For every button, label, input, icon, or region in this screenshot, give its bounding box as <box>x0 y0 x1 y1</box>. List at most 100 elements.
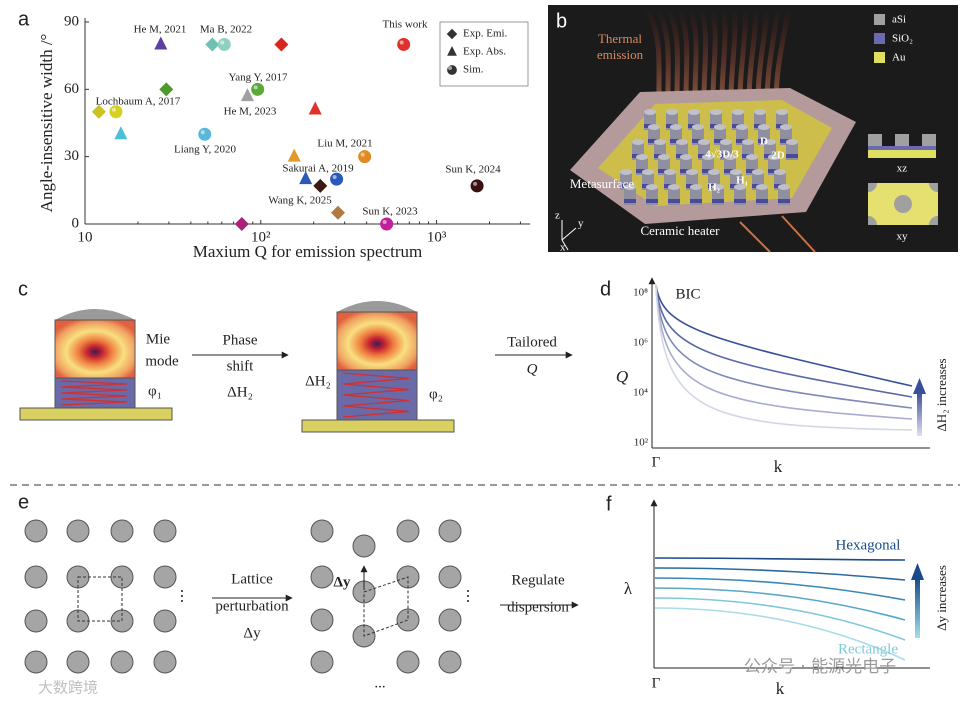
annotation: Δy <box>334 574 351 590</box>
lattice-site <box>352 534 376 558</box>
pillar-oxide <box>712 199 724 203</box>
lattice-site <box>153 565 177 589</box>
sphere-marker <box>251 82 265 96</box>
dimension-label: 2D <box>771 150 785 162</box>
lattice-site <box>310 565 334 589</box>
trend-arrow <box>917 392 922 436</box>
sphere-marker <box>217 37 231 51</box>
arrow-label: Δy <box>243 625 261 641</box>
lattice-site <box>310 519 334 543</box>
arrow-label: Phase <box>223 332 258 348</box>
x-tick-label: 10³ <box>427 229 447 245</box>
sphere-highlight <box>382 220 387 224</box>
band-curve <box>654 567 906 581</box>
pillar-top <box>714 124 726 130</box>
pillar-top <box>708 169 720 175</box>
heater-wire <box>781 215 816 253</box>
annotation: Liu M, 2021 <box>317 138 372 150</box>
annotation: He M, 2021 <box>134 24 187 36</box>
annotation: This work <box>383 19 428 31</box>
lattice-site <box>438 650 462 674</box>
lattice-site <box>153 650 177 674</box>
arrow-label: Regulate <box>511 572 565 588</box>
y-tick-label: 0 <box>72 215 80 231</box>
legend-label: SiO₂ <box>892 33 913 45</box>
panel-label: c <box>18 278 28 300</box>
panel-label: d <box>600 278 611 300</box>
inset-si <box>922 134 936 146</box>
triangle-marker <box>447 46 457 56</box>
pillar-oxide <box>768 169 780 173</box>
inset-si <box>895 134 909 146</box>
diamond-marker <box>331 205 346 220</box>
annotation: ΔH₂ <box>305 373 331 389</box>
diamond-marker <box>205 37 220 52</box>
annotation: mode <box>145 353 179 369</box>
pillar-oxide <box>646 199 658 203</box>
dimension-label: H₁ <box>736 175 748 187</box>
arrow-label: Lattice <box>231 571 273 587</box>
pillar-top <box>758 124 770 130</box>
pillar-top <box>720 139 732 145</box>
pillar-top <box>624 184 636 190</box>
axis-arrow <box>561 239 569 251</box>
lattice-site <box>66 519 90 543</box>
pillar-top <box>742 139 754 145</box>
legend-label: Exp. Emi. <box>463 28 508 40</box>
pillar-top <box>734 184 746 190</box>
annotation: He M, 2023 <box>224 106 277 118</box>
q-curve <box>655 284 913 431</box>
lattice-site <box>310 650 334 674</box>
pillar-oxide <box>758 139 770 143</box>
annotation: Rectangle <box>838 641 898 657</box>
pillar-oxide <box>690 199 702 203</box>
sphere-marker <box>330 172 344 186</box>
annotation: φ₂ <box>429 386 443 402</box>
annotation: Hexagonal <box>836 537 901 553</box>
pillar-top <box>632 139 644 145</box>
lattice-site <box>153 519 177 543</box>
pillar-oxide <box>636 169 648 173</box>
trend-arrow-head <box>911 563 924 580</box>
pillar-top <box>776 109 788 115</box>
annotation: BIC <box>675 286 700 302</box>
pillar-top <box>746 154 758 160</box>
pillar-top <box>764 139 776 145</box>
sphere-highlight <box>360 152 365 157</box>
annotation: emission <box>597 47 644 62</box>
pillar-top <box>768 154 780 160</box>
pillar-top <box>636 154 648 160</box>
pillar-top <box>754 109 766 115</box>
unit-cell <box>363 576 409 637</box>
pillar-top <box>732 109 744 115</box>
heater-wire <box>739 221 771 253</box>
band-curve <box>654 597 906 641</box>
lattice-site <box>396 608 420 632</box>
watermark: 公众号 · 能源光电子 <box>744 657 896 677</box>
lattice-site <box>24 609 48 633</box>
pillar-top <box>648 124 660 130</box>
pillar-top <box>620 169 632 175</box>
pillar-top <box>644 109 656 115</box>
pillar-oxide <box>714 139 726 143</box>
diamond-marker <box>159 82 174 97</box>
x-axis-label: k <box>776 679 785 698</box>
lattice-site <box>66 650 90 674</box>
pillar-top <box>698 139 710 145</box>
axis-arrow <box>561 227 577 241</box>
x-tick-label: Γ <box>652 454 661 470</box>
pillar-top <box>668 184 680 190</box>
y-axis-label: λ <box>624 579 633 598</box>
inset-pillar <box>929 183 938 192</box>
annotation: Metasurface <box>570 176 634 191</box>
legend-label: Au <box>892 52 906 64</box>
pillar-top <box>724 154 736 160</box>
y-tick-label: 90 <box>64 13 79 29</box>
arrow-label: perturbation <box>215 598 289 614</box>
legend-label: Exp. Abs. <box>463 46 506 58</box>
diamond-marker <box>274 37 289 52</box>
pillar-top <box>756 184 768 190</box>
unit-cell <box>77 576 123 622</box>
inset-pillar <box>894 195 912 213</box>
pillar-top <box>736 124 748 130</box>
